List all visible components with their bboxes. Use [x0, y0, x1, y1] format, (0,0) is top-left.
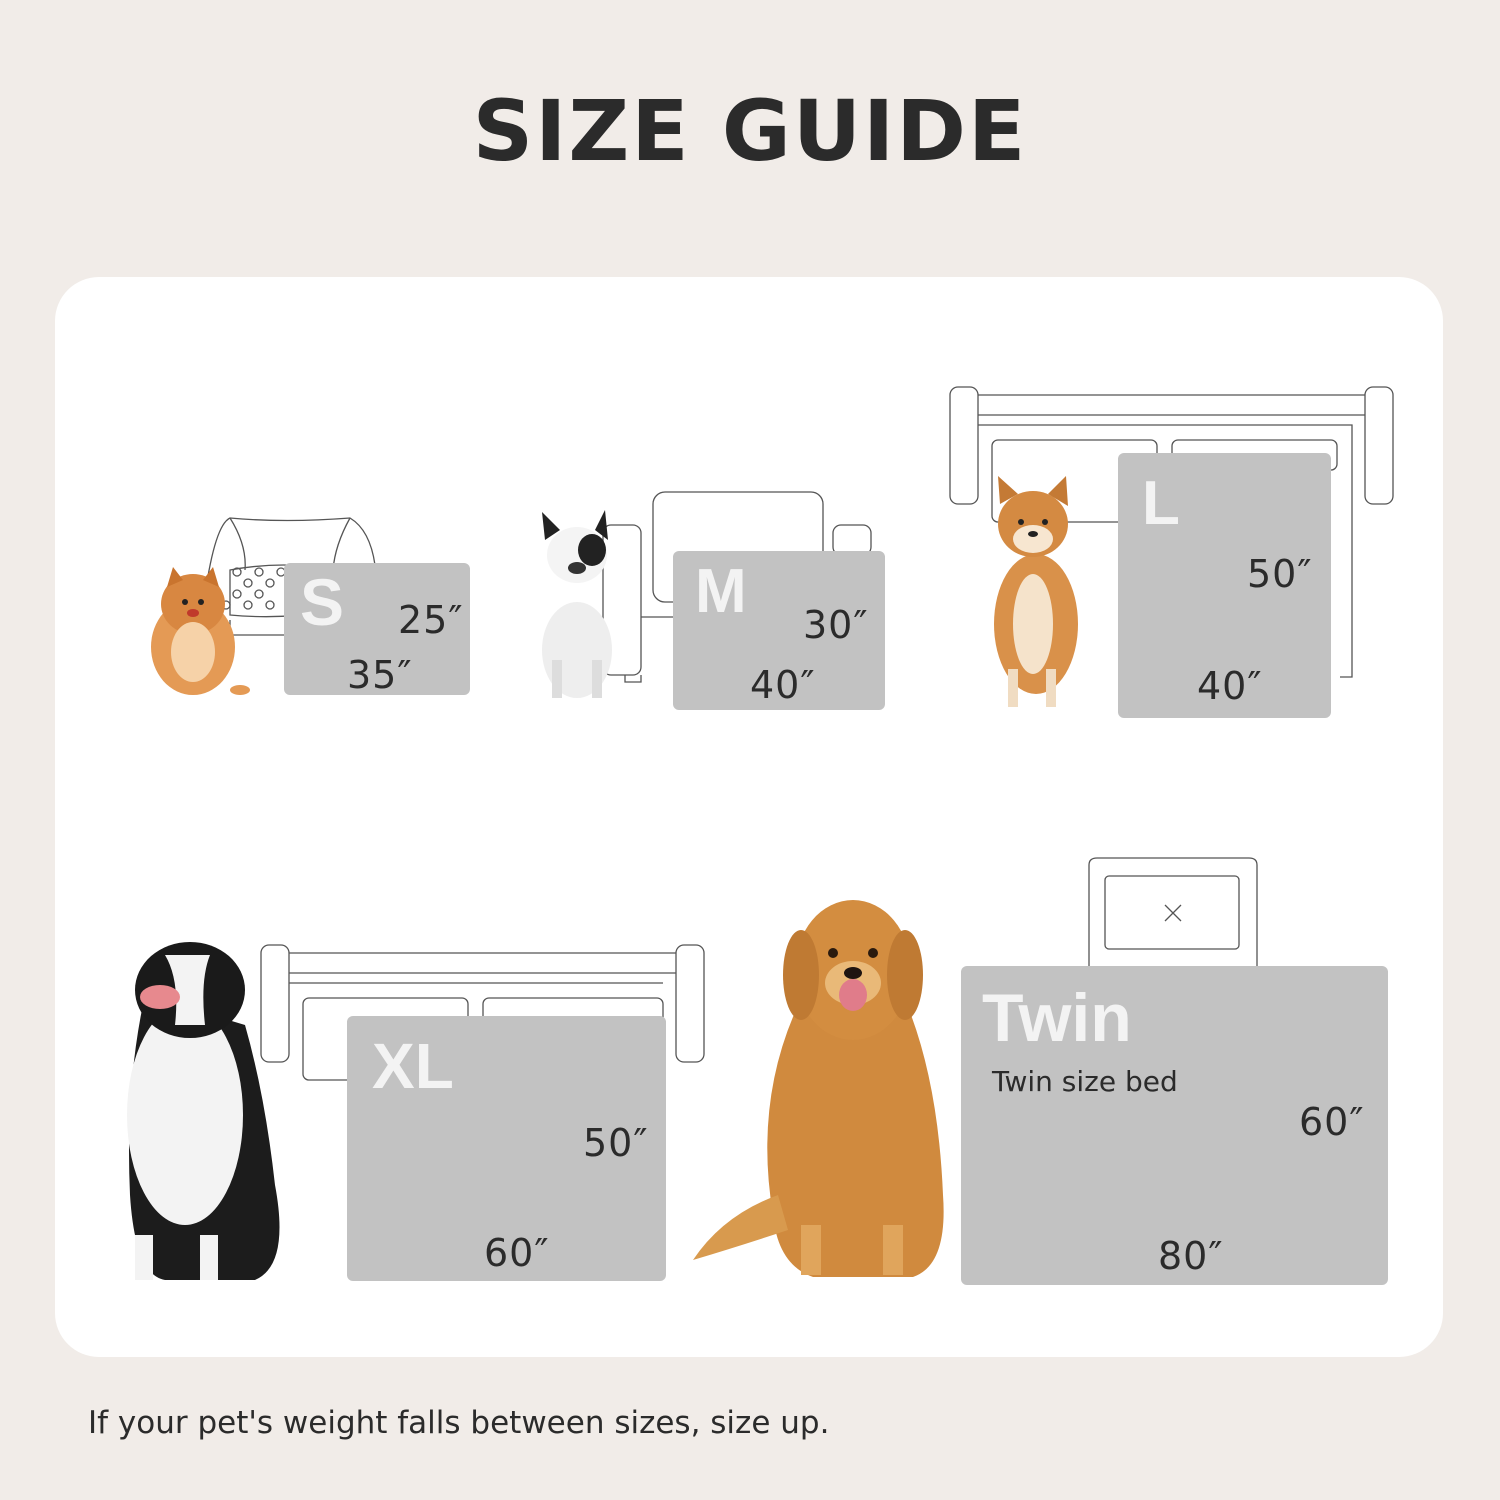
size-xl-label: XL — [372, 1030, 454, 1102]
shiba-inu-dog-icon — [994, 476, 1078, 707]
size-xl-box: XL 50″ 60″ — [347, 1016, 666, 1281]
size-s-label: S — [300, 565, 345, 639]
size-twin-width: 60″ — [1299, 1100, 1365, 1144]
size-l-length: 40″ — [1197, 664, 1263, 708]
size-l-box: L 50″ 40″ — [1118, 453, 1331, 718]
twin-bed-outline-icon — [1088, 857, 1258, 967]
size-m-label: M — [695, 557, 747, 626]
footer-note: If your pet's weight falls between sizes… — [88, 1405, 830, 1441]
size-twin-label: Twin — [982, 980, 1132, 1056]
size-l-width: 50″ — [1247, 552, 1313, 596]
size-twin-box: Twin Twin size bed 60″ 80″ — [961, 966, 1388, 1285]
size-s-box: S 25″ 35″ — [284, 563, 470, 695]
page-title: SIZE GUIDE — [472, 82, 1028, 180]
pomeranian-dog-icon — [151, 567, 250, 695]
size-xl-length: 60″ — [484, 1231, 550, 1275]
size-l-label: L — [1142, 469, 1180, 538]
border-collie-dog-icon — [127, 942, 280, 1280]
size-xl-width: 50″ — [583, 1121, 649, 1165]
size-m-width: 30″ — [803, 603, 869, 647]
golden-retriever-dog-icon — [693, 900, 944, 1277]
size-s-length: 35″ — [347, 653, 413, 697]
size-s-width: 25″ — [398, 598, 464, 642]
french-bulldog-icon — [542, 510, 612, 698]
size-m-box: M 30″ 40″ — [673, 551, 885, 710]
size-m-length: 40″ — [750, 663, 816, 707]
size-twin-length: 80″ — [1158, 1234, 1224, 1278]
size-twin-note: Twin size bed — [992, 1065, 1178, 1098]
